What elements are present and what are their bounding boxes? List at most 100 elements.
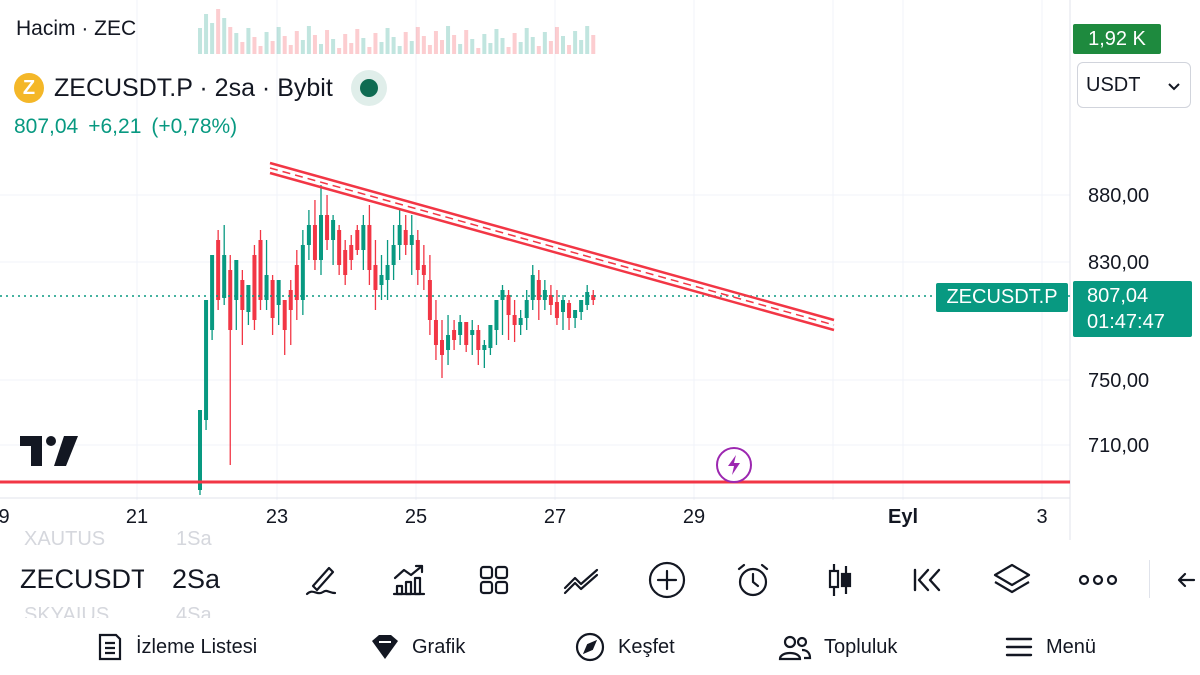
volume-bar: [409, 41, 414, 54]
candle: [343, 240, 348, 285]
candle: [542, 280, 547, 310]
price-tick-label: 750,00: [1088, 370, 1149, 392]
trendline-drawing[interactable]: [269, 161, 835, 332]
menu-icon: [1005, 637, 1033, 657]
toolbar-divider: [1149, 560, 1150, 598]
volume-bar: [433, 31, 438, 54]
volume-bar: [367, 47, 372, 54]
volume-bar: [476, 48, 481, 54]
volume-bar: [506, 47, 511, 54]
nav-chart-label: Grafik: [412, 635, 466, 658]
time-tick-label: 3: [1036, 506, 1047, 528]
volume-bars: [198, 9, 596, 54]
collapse-arrow-icon[interactable]: [1170, 558, 1200, 602]
add-icon[interactable]: [645, 558, 689, 602]
volume-bar: [458, 44, 463, 54]
layouts-icon[interactable]: [472, 558, 516, 602]
replay-icon[interactable]: [904, 558, 948, 602]
nav-chart[interactable]: Grafik: [370, 630, 465, 664]
candle: [385, 240, 390, 300]
candle: [228, 255, 233, 465]
candle: [446, 315, 451, 365]
candle: [530, 265, 535, 310]
volume-bar: [228, 27, 233, 54]
candle: [573, 310, 578, 328]
volume-bar: [421, 36, 426, 54]
tradingview-logo-icon: [20, 436, 78, 466]
community-icon: [778, 635, 812, 661]
price-legend: 807,04 +6,21 (+0,78%): [14, 115, 237, 139]
volume-bar: [482, 34, 487, 54]
candle: [427, 255, 432, 335]
volume-bar: [542, 32, 547, 54]
alert-icon[interactable]: [731, 558, 775, 602]
toolbar-symbol[interactable]: ZECUSDT.P: [20, 564, 144, 594]
currency-select[interactable]: USDT: [1077, 62, 1191, 108]
time-axis[interactable]: 9 21 23 25 27 29 Eyl 3: [0, 506, 1048, 528]
volume-bar: [446, 26, 451, 54]
candle: [409, 215, 414, 275]
candle: [349, 235, 354, 270]
candle: [536, 270, 541, 320]
nav-community[interactable]: Topluluk: [778, 630, 897, 664]
drawing-icon[interactable]: [299, 558, 343, 602]
price-chart[interactable]: 880,00 830,00 750,00 710,00 9 21 23 25 27 29 Eyl 3: [0, 0, 1200, 540]
candle: [482, 340, 487, 368]
layers-icon[interactable]: [990, 558, 1034, 602]
nav-community-label: Topluluk: [824, 635, 898, 658]
market-status-icon[interactable]: [350, 70, 387, 106]
candle: [276, 280, 281, 325]
volume-bar: [361, 38, 366, 54]
volume-bar: [397, 46, 402, 54]
candle: [204, 300, 209, 430]
time-tick-label: 29: [683, 506, 705, 528]
volume-bar: [216, 9, 221, 54]
candle: [234, 260, 239, 330]
volume-bar: [427, 45, 432, 54]
candle: [421, 245, 426, 290]
current-symbol-tag: ZECUSDT.P: [936, 283, 1068, 312]
candles-icon[interactable]: [818, 558, 862, 602]
lightning-event-icon[interactable]: [716, 447, 752, 483]
candle: [488, 325, 493, 355]
time-tick-label: Eyl: [888, 506, 918, 528]
volume-bar: [319, 44, 323, 54]
candle: [361, 215, 366, 270]
candle: [403, 215, 408, 255]
price-tick-label: 830,00: [1088, 252, 1149, 274]
candle: [282, 300, 287, 355]
volume-bar: [518, 42, 523, 54]
volume-bar: [579, 40, 584, 54]
price-tick-label: 880,00: [1088, 185, 1149, 207]
candle: [288, 280, 293, 345]
nav-watchlist[interactable]: İzleme Listesi: [96, 630, 257, 664]
volume-bar: [379, 42, 384, 54]
volume-bar: [325, 30, 330, 54]
candle: [548, 285, 553, 315]
price-axis[interactable]: 880,00 830,00 750,00 710,00: [1088, 185, 1149, 457]
nav-menu[interactable]: Menü: [1004, 630, 1096, 664]
time-tick-label: 23: [266, 506, 288, 528]
currency-value: USDT: [1086, 73, 1141, 96]
candle: [512, 300, 517, 342]
candle: [373, 240, 378, 310]
symbol-title[interactable]: ZECUSDT.P · 2sa · Bybit: [54, 73, 333, 102]
indicators-icon[interactable]: [386, 558, 430, 602]
chart-icon: [372, 635, 398, 659]
candle: [319, 185, 323, 275]
candle: [433, 300, 438, 360]
current-price-value: 807,04: [1087, 285, 1149, 307]
more-icon[interactable]: [1076, 558, 1120, 602]
compare-icon[interactable]: [559, 558, 603, 602]
candle: [337, 225, 342, 275]
toolbar-interval[interactable]: 2Sa: [172, 564, 221, 594]
candle: [294, 250, 299, 320]
candle: [458, 315, 463, 345]
candle: [470, 320, 475, 355]
candle: [379, 255, 384, 300]
time-tick-label: 21: [126, 506, 148, 528]
time-tick-label: 27: [544, 506, 566, 528]
symbol-legend[interactable]: Z ZECUSDT.P · 2sa · Bybit: [14, 70, 387, 106]
volume-bar: [440, 40, 444, 54]
nav-explore[interactable]: Keşfet: [574, 630, 675, 664]
